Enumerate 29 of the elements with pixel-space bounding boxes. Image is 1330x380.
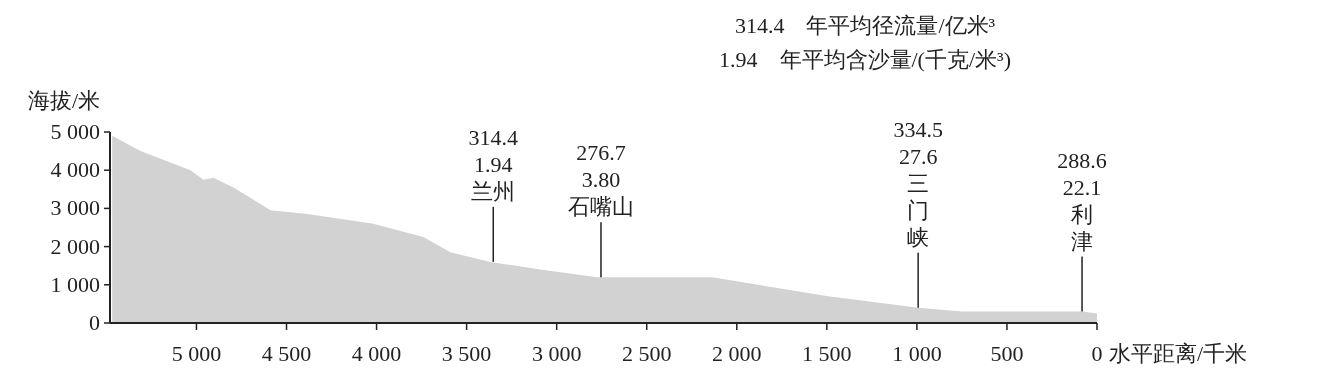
y-axis-title: 海拔/米 [28,88,101,113]
x-tick-label: 2 500 [621,341,672,366]
x-tick-label: 3 000 [531,341,582,366]
x-tick-label: 4 500 [261,341,312,366]
x-tick-label: 3 500 [441,341,492,366]
annotation-leader: 276.7 3.80 石嘴山 [568,140,634,278]
x-tick-label: 1 000 [892,341,942,366]
y-tick-label: 5 000 [50,119,100,144]
annotation-leader: 314.4 1.94 兰州 [468,124,518,263]
y-tick-label: 0 [89,310,100,335]
x-tick-label: 4 000 [351,341,402,366]
x-tick-label: 2 000 [712,341,762,366]
x-tick-label: 0 [1091,341,1103,366]
y-tick-label: 2 000 [50,233,100,259]
annotation-leader: 288.6 22.1 利津 [1057,147,1107,313]
x-tick-label: 5 000 [171,341,222,366]
x-axis-title: 水平距离/千米 [1109,341,1248,366]
annotation: 334.5 27.6 三门峡 [893,116,943,250]
y-tick-label: 1 000 [50,271,100,297]
annotation-leader: 334.5 27.6 三门峡 [893,116,943,309]
text: 1.94 年平均含沙量/(千克/米³) [719,47,1011,72]
y-tick-label: 4 000 [50,157,100,183]
annotation: 276.7 3.80 石嘴山 [567,140,634,220]
annotation: 314.4 1.94 兰州 [468,124,519,204]
text: 314.4 年平均径流量/亿米³ [734,13,996,38]
y-tick-label: 3 000 [50,195,100,221]
x-tick-label: 1 500 [802,341,852,366]
x-tick-label: 500 [990,341,1024,366]
annotation: 288.6 22.1 利津 [1057,147,1107,254]
